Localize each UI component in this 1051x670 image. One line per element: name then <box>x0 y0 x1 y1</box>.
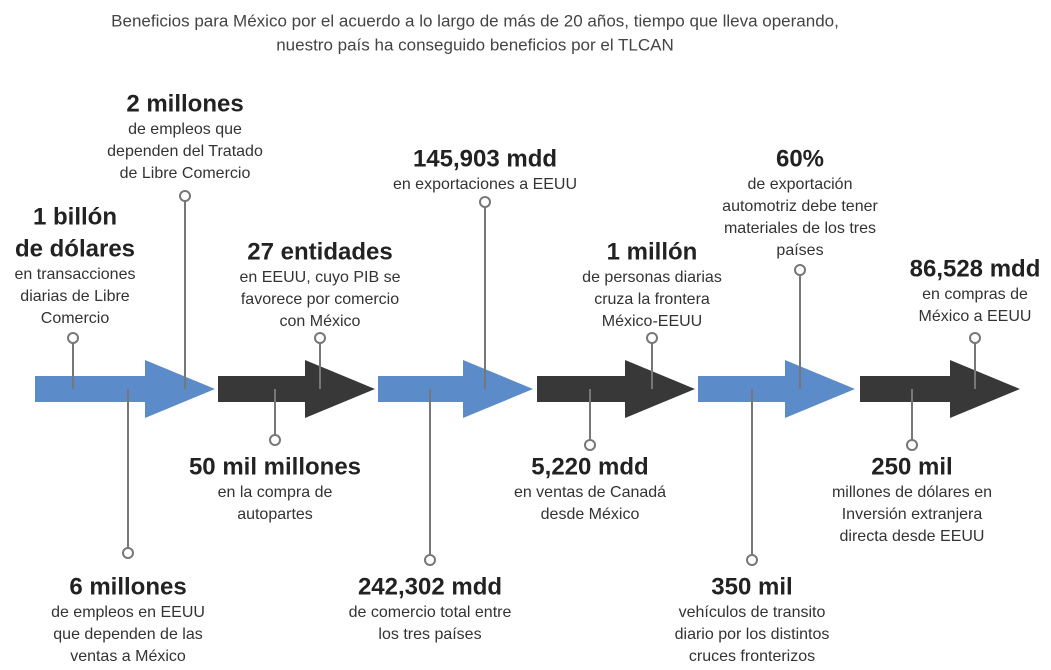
description: ventas a México <box>70 648 186 665</box>
description: favorece por comercio <box>241 291 399 308</box>
heading: de dólares <box>15 235 135 262</box>
heading: 1 billón <box>33 203 117 230</box>
description: México-EEUU <box>602 313 702 330</box>
pin <box>122 547 134 559</box>
description: en exportaciones a EEUU <box>393 176 577 193</box>
arrows <box>35 360 1020 418</box>
pin <box>969 332 981 344</box>
description: con México <box>280 313 361 330</box>
arrow <box>218 360 375 418</box>
description: en compras de <box>922 286 1028 303</box>
heading: 60% <box>776 145 824 172</box>
arrow <box>860 360 1020 418</box>
description: Comercio <box>41 310 110 327</box>
description: que dependen de las <box>53 626 202 643</box>
pin <box>479 196 491 208</box>
heading: 242,302 mdd <box>358 573 502 600</box>
description: de personas diarias <box>582 269 722 286</box>
description: Inversión extranjera <box>842 506 983 523</box>
pin <box>179 190 191 202</box>
heading: 27 entidades <box>247 238 392 265</box>
description: cruza la frontera <box>594 291 710 308</box>
description: diarias de Libre <box>20 288 130 305</box>
description: en EEUU, cuyo PIB se <box>240 269 401 286</box>
heading: 250 mil <box>871 453 952 480</box>
description: en transacciones <box>15 266 136 283</box>
heading: 350 mil <box>711 573 792 600</box>
pin <box>424 554 436 566</box>
title: Beneficios para México por el acuerdo a … <box>111 11 839 30</box>
description: cruces fronterizos <box>689 648 815 665</box>
pin <box>794 264 806 276</box>
description: en ventas de Canadá <box>514 484 666 501</box>
pin <box>746 554 758 566</box>
description: países <box>776 242 823 259</box>
heading: 86,528 mdd <box>910 255 1041 282</box>
arrow <box>537 360 695 418</box>
arrow <box>378 360 533 418</box>
description: los tres países <box>378 626 481 643</box>
description: vehículos de transito <box>679 604 826 621</box>
description: México a EEUU <box>919 308 1032 325</box>
pin <box>269 434 281 446</box>
heading: 5,220 mdd <box>531 453 648 480</box>
pin <box>314 332 326 344</box>
description: en la compra de <box>218 484 333 501</box>
description: directa desde EEUU <box>840 528 985 545</box>
pin <box>67 332 79 344</box>
description: de comercio total entre <box>349 604 512 621</box>
description: de Libre Comercio <box>120 165 251 182</box>
description: de exportación <box>748 176 853 193</box>
heading: 2 millones <box>126 90 243 117</box>
title: nuestro país ha conseguido beneficios po… <box>276 35 674 54</box>
pin <box>906 439 918 451</box>
heading: 50 mil millones <box>189 453 361 480</box>
description: diario por los distintos <box>675 626 830 643</box>
heading: 6 millones <box>69 573 186 600</box>
description: dependen del Tratado <box>107 143 263 160</box>
description: de empleos que <box>128 121 242 138</box>
heading: 1 millón <box>607 238 698 265</box>
heading: 145,903 mdd <box>413 145 557 172</box>
description: autopartes <box>237 506 313 523</box>
pin <box>584 439 596 451</box>
description: automotriz debe tener <box>722 198 878 215</box>
description: de empleos en EEUU <box>51 604 205 621</box>
description: millones de dólares en <box>832 484 992 501</box>
arrow <box>698 360 855 418</box>
arrow <box>35 360 215 418</box>
description: desde México <box>541 506 640 523</box>
description: materiales de los tres <box>724 220 876 237</box>
pin <box>646 332 658 344</box>
